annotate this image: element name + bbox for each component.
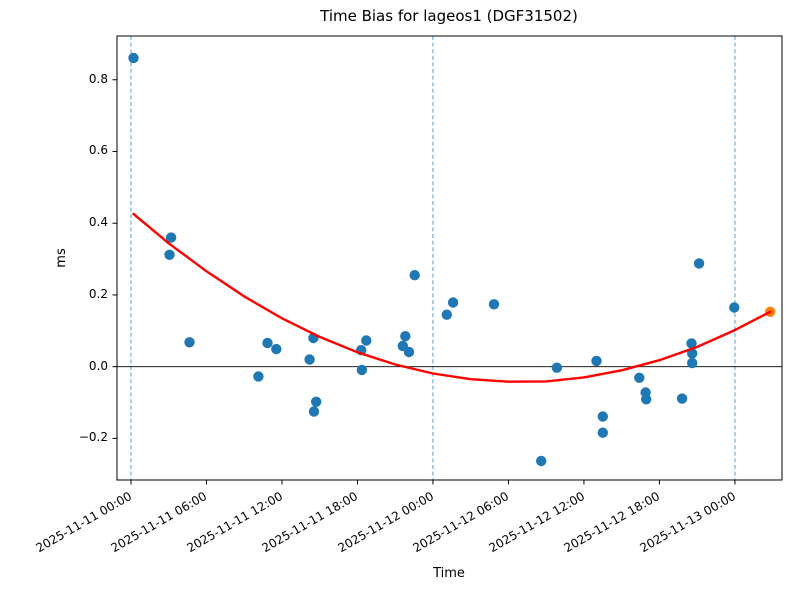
data-point (271, 343, 282, 355)
data-point (262, 337, 273, 349)
data-point (686, 338, 697, 349)
axes-box (116, 35, 783, 481)
data-point (676, 393, 688, 404)
data-point (536, 455, 547, 467)
data-point (361, 335, 372, 346)
data-point (447, 297, 459, 308)
fit-curve (132, 212, 772, 383)
data-point (164, 249, 175, 260)
y-axis-label: ms (54, 248, 69, 268)
data-point (551, 362, 563, 373)
data-point (729, 302, 740, 313)
data-point (641, 394, 652, 405)
data-point (184, 337, 195, 348)
data-point (308, 406, 320, 417)
data-point (165, 232, 177, 243)
data-point (687, 357, 698, 369)
data-point (311, 396, 322, 407)
chart-title: Time Bias for lageos1 (DGF31502) (320, 7, 578, 25)
data-point (597, 427, 608, 438)
data-point (400, 331, 411, 342)
y-tick-label: −0.2 (78, 430, 108, 445)
data-point (128, 52, 139, 64)
y-tick-label: 0.0 (88, 358, 108, 373)
y-tick-label: 0.6 (88, 143, 108, 158)
y-tick-label: 0.8 (88, 71, 108, 86)
data-point (409, 270, 420, 281)
data-point (597, 411, 608, 422)
data-point (591, 355, 602, 367)
data-point (304, 354, 315, 365)
data-point (356, 364, 368, 376)
data-point (403, 346, 415, 358)
data-point (253, 371, 264, 382)
data-point (693, 258, 705, 269)
y-tick-label: 0.2 (88, 286, 108, 301)
data-point (488, 299, 500, 310)
data-point (441, 309, 452, 320)
y-tick-label: 0.4 (88, 215, 108, 230)
x-axis-label: Time (433, 566, 465, 581)
data-point (634, 372, 645, 383)
